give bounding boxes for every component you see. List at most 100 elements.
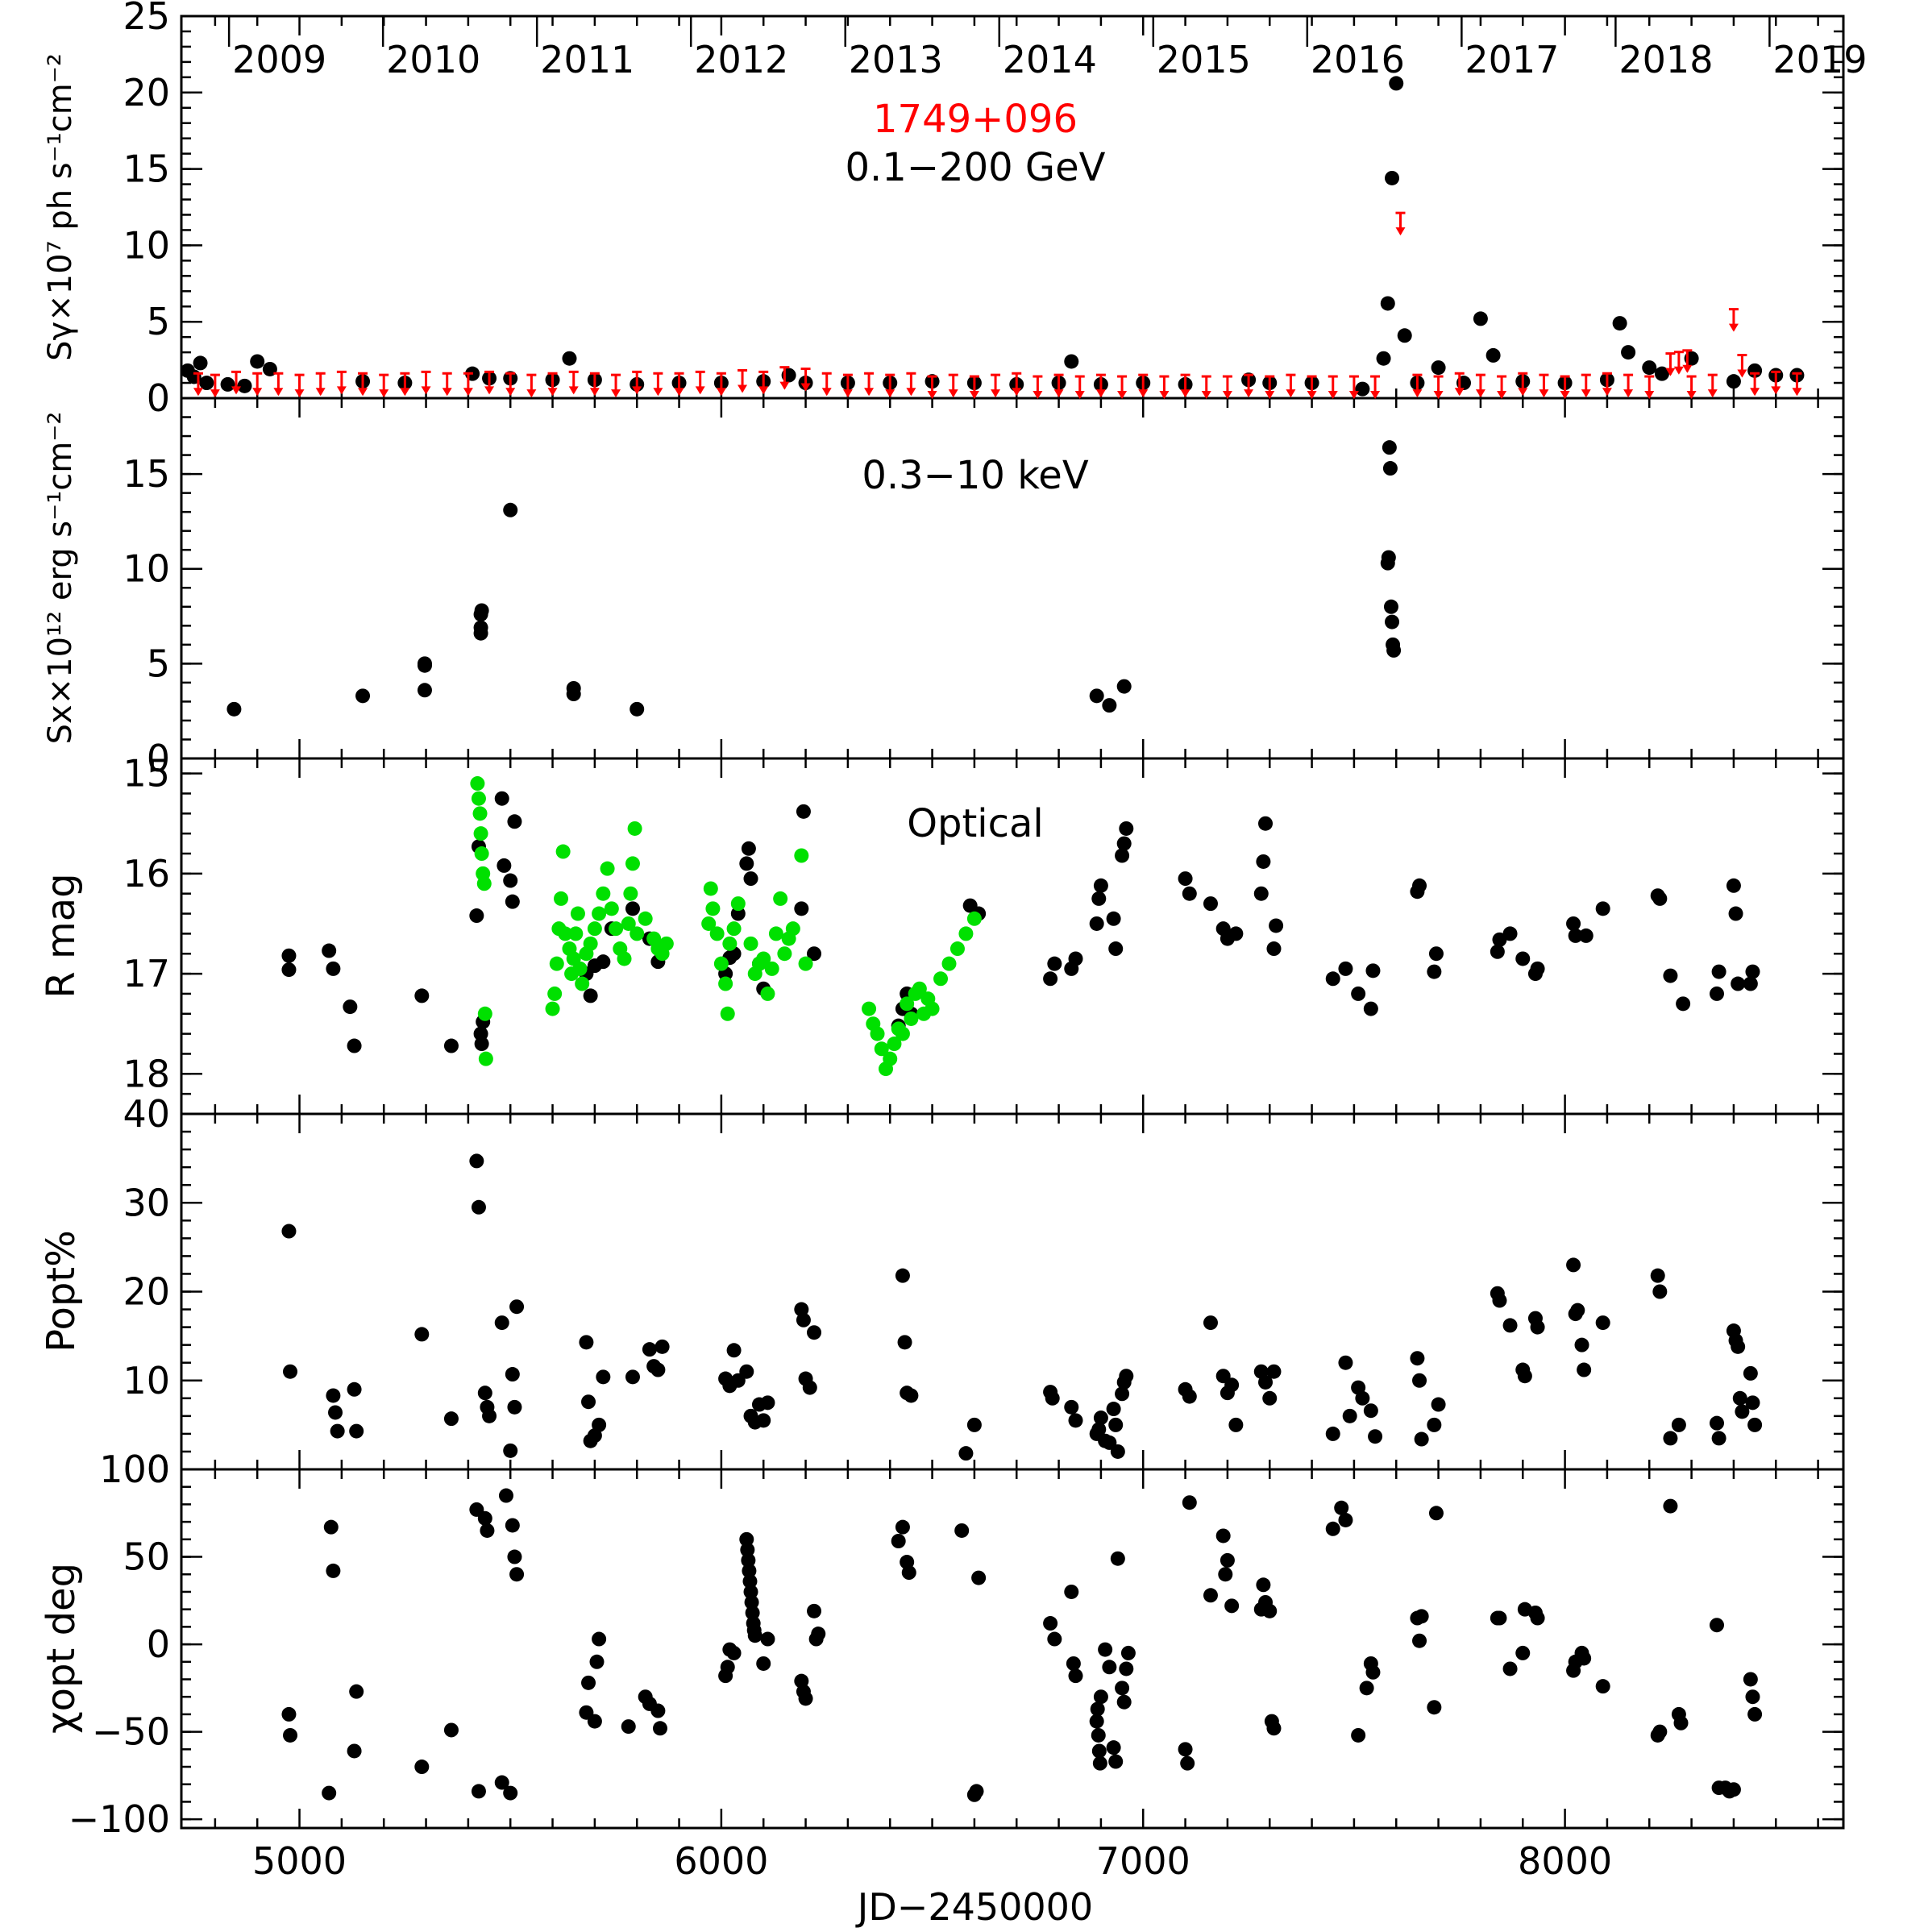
polarization-data-point xyxy=(1671,1417,1686,1432)
polarization-data-point xyxy=(326,1388,341,1403)
angle-data-point xyxy=(653,1721,668,1736)
angle-data-point xyxy=(1577,1651,1592,1666)
y-tick-label: 10 xyxy=(123,223,170,267)
polarization-data-point xyxy=(1224,1377,1240,1393)
gamma-data-point xyxy=(1473,311,1488,326)
optical-data-point xyxy=(1269,918,1284,933)
optical-data-point xyxy=(1743,976,1758,991)
optical-data-point xyxy=(659,936,674,951)
angle-data-point xyxy=(1220,1552,1235,1568)
polarization-data-point xyxy=(592,1417,607,1432)
upper-limit-arrowhead xyxy=(421,386,431,395)
optical-data-point xyxy=(807,946,822,962)
angle-data-point xyxy=(1108,1754,1124,1769)
panel-angle-frame xyxy=(180,1468,1845,1830)
optical-data-point xyxy=(621,916,636,931)
optical-data-point xyxy=(1427,964,1442,979)
y-tick-label: 10 xyxy=(123,547,170,591)
upper-limit-arrowhead xyxy=(864,388,875,397)
xray-data-point xyxy=(1385,614,1400,629)
optical-data-point xyxy=(473,826,488,841)
angle-data-point xyxy=(1090,1701,1105,1717)
optical-data-point xyxy=(609,921,624,937)
optical-data-point xyxy=(887,1037,902,1052)
optical-data-point xyxy=(1182,886,1197,901)
angle-data-point xyxy=(1119,1661,1134,1676)
angle-data-point xyxy=(1093,1689,1108,1705)
polarization-data-point xyxy=(1342,1408,1357,1423)
optical-data-point xyxy=(862,1001,877,1016)
polarization-data-point xyxy=(1368,1429,1383,1444)
upper-limit-arrowhead xyxy=(1265,391,1275,400)
optical-data-point xyxy=(471,791,486,806)
polarization-data-point xyxy=(482,1408,497,1423)
polarization-data-point xyxy=(1574,1337,1589,1352)
upper-limit-arrowhead xyxy=(231,386,242,395)
angle-data-point xyxy=(1262,1603,1278,1618)
angle-data-point xyxy=(1203,1588,1218,1603)
optical-data-point xyxy=(623,886,638,901)
optical-data-point xyxy=(474,1037,489,1052)
upper-limit-arrowhead xyxy=(1560,391,1570,400)
optical-data-point xyxy=(1119,821,1134,836)
upper-limit-arrowhead xyxy=(1792,388,1802,397)
optical-data-point xyxy=(904,1011,919,1026)
year-label: 2009 xyxy=(232,38,326,81)
optical-data-point xyxy=(741,841,756,856)
optical-data-point xyxy=(933,971,949,987)
optical-data-point xyxy=(1253,886,1269,901)
angle-data-point xyxy=(1492,1610,1507,1626)
angle-data-point xyxy=(954,1523,970,1538)
optical-data-point xyxy=(874,1041,889,1057)
polarization-data-point xyxy=(958,1446,974,1461)
upper-limit-arrowhead xyxy=(1497,391,1507,400)
angle-data-point xyxy=(891,1534,906,1548)
year-label: 2018 xyxy=(1618,38,1713,81)
optical-y-axis-title: R mag xyxy=(39,873,84,998)
angle-data-point xyxy=(650,1703,666,1718)
optical-data-point xyxy=(925,1001,940,1016)
angle-data-point xyxy=(895,1519,910,1535)
y-tick-label: −50 xyxy=(92,1710,170,1754)
upper-limit-arrowhead xyxy=(1286,389,1296,398)
angle-data-point xyxy=(1092,1755,1107,1771)
optical-data-point xyxy=(326,961,341,976)
angle-data-point xyxy=(747,1628,762,1643)
upper-limit-arrowhead xyxy=(1602,388,1612,397)
upper-limit-arrowhead xyxy=(1728,323,1739,332)
y-tick-label: 0 xyxy=(147,1622,170,1666)
optical-data-point xyxy=(941,956,957,971)
optical-data-point xyxy=(1595,901,1610,916)
angle-data-point xyxy=(901,1565,916,1581)
polarization-data-point xyxy=(1650,1268,1665,1283)
xray-data-point xyxy=(1382,461,1398,476)
upper-limit-arrowhead xyxy=(1737,369,1747,378)
angle-data-point xyxy=(739,1531,754,1547)
polarization-data-point xyxy=(1363,1403,1378,1419)
angle-data-point xyxy=(283,1727,298,1743)
upper-limit-arrowhead xyxy=(779,381,790,390)
angle-data-point xyxy=(1595,1679,1610,1694)
polarization-data-point xyxy=(596,1369,611,1385)
angle-data-point xyxy=(498,1488,513,1503)
y-tick-label: 0 xyxy=(147,737,170,780)
y-tick-label: 18 xyxy=(123,1052,170,1095)
optical-data-point xyxy=(713,956,729,971)
upper-limit-arrowhead xyxy=(1475,389,1485,398)
optical-data-point xyxy=(949,941,965,957)
optical-data-point xyxy=(1663,968,1678,983)
optical-data-point xyxy=(600,861,615,876)
angle-data-point xyxy=(1224,1598,1240,1614)
optical-data-point xyxy=(966,911,982,926)
angle-data-point xyxy=(1673,1715,1689,1730)
upper-limit-arrowhead xyxy=(1307,391,1317,400)
optical-data-point xyxy=(568,926,584,941)
upper-limit-arrowhead xyxy=(336,386,347,395)
optical-data-point xyxy=(627,821,642,836)
optical-data-point xyxy=(1530,961,1545,976)
polarization-data-point xyxy=(1325,1426,1340,1441)
optical-data-point xyxy=(1726,878,1741,893)
optical-data-point xyxy=(572,961,588,976)
angle-data-point xyxy=(740,1542,755,1557)
